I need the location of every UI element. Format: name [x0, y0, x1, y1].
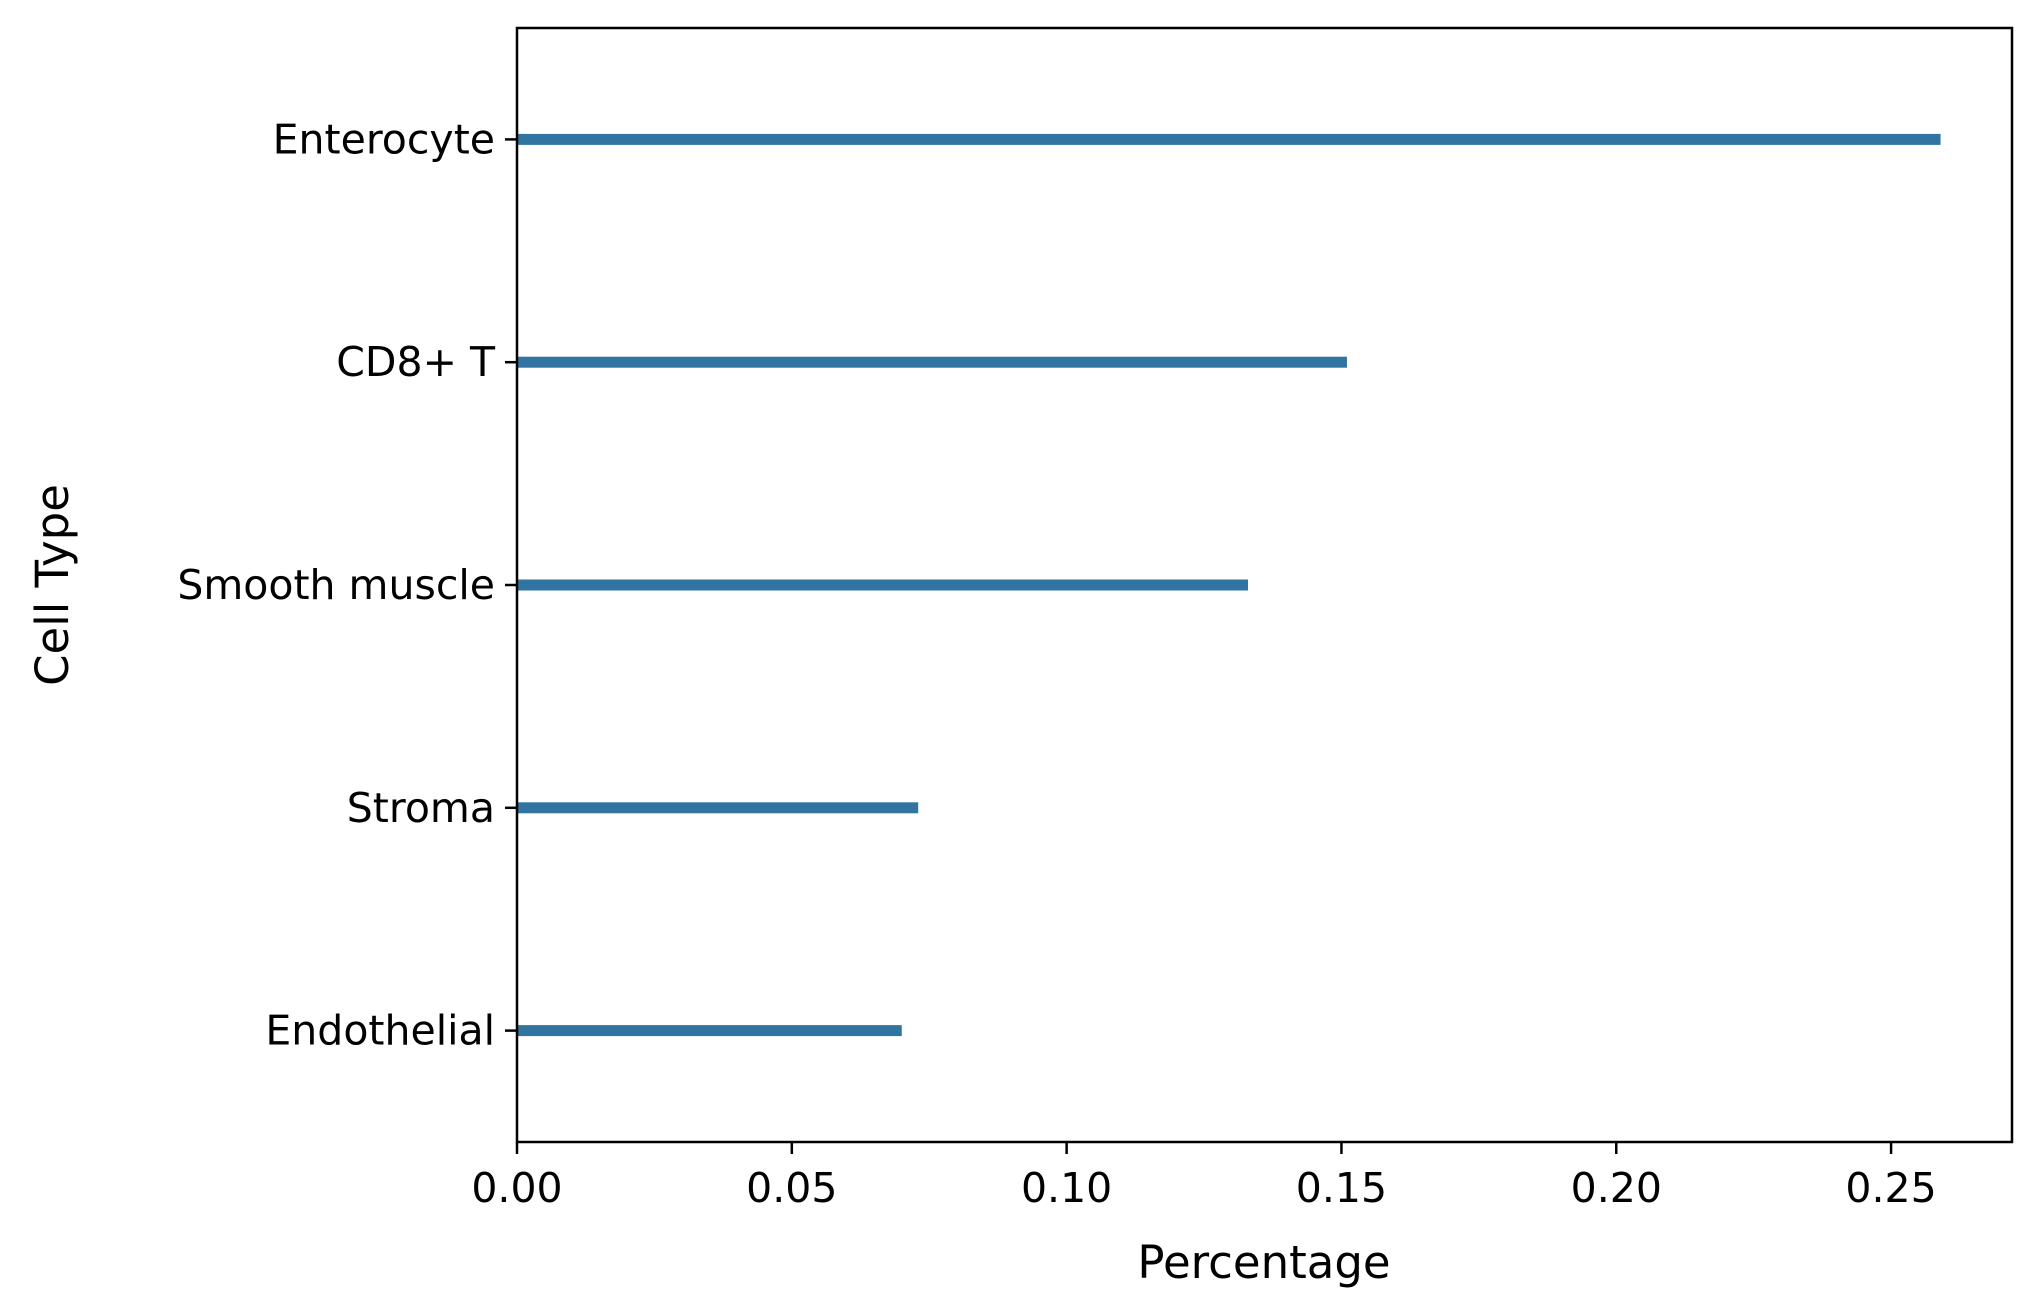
- bar-smooth-muscle: [517, 579, 1249, 591]
- x-tick-label: 0.10: [1021, 1164, 1112, 1212]
- x-tick-label: 0.15: [1296, 1164, 1387, 1212]
- bars: [517, 133, 1941, 1037]
- x-tick-label: 0.05: [746, 1164, 837, 1212]
- y-tick-label: CD8+ T: [336, 338, 496, 386]
- y-tick-label: Smooth muscle: [177, 561, 495, 609]
- y-tick-label: Enterocyte: [273, 115, 495, 163]
- y-axis-title: Cell Type: [26, 484, 79, 686]
- x-axis-title: Percentage: [1137, 1236, 1390, 1289]
- bar-stroma: [517, 802, 919, 814]
- x-tick-label: 0.25: [1845, 1164, 1936, 1212]
- x-tick-label: 0.00: [471, 1164, 562, 1212]
- y-axis-ticks: Enterocyte CD8+ T Smooth muscle Stroma Endot…: [177, 115, 517, 1055]
- bar-endothelial: [517, 1025, 902, 1037]
- bar-enterocyte: [517, 133, 1941, 145]
- y-tick-label: Stroma: [347, 784, 495, 832]
- x-axis-ticks: 0.00 0.05 0.10 0.15 0.20 0.25: [471, 1142, 1937, 1212]
- y-tick-label: Endothelial: [265, 1007, 495, 1055]
- x-tick-label: 0.20: [1571, 1164, 1662, 1212]
- plot-frame: [515, 26, 2014, 1144]
- bar-cd8-t: [517, 356, 1347, 368]
